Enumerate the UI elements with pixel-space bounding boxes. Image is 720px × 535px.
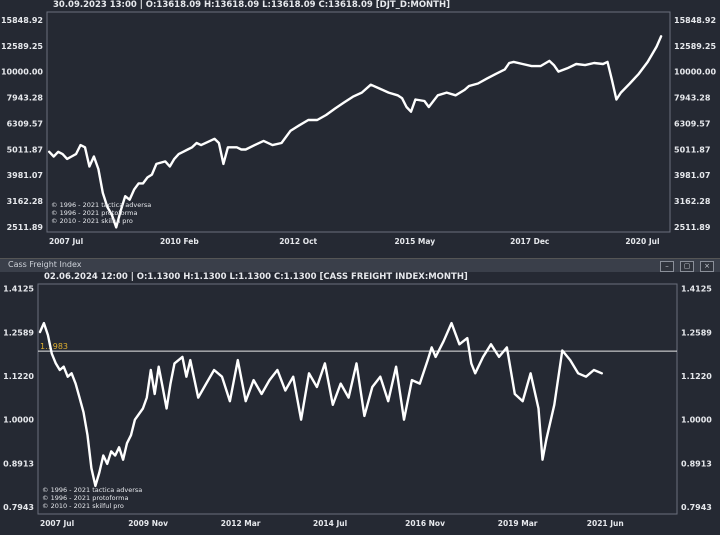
- credit-text: © 1996 - 2021 tactica adversa: [42, 486, 142, 494]
- y-tick-right: 12589.25: [674, 42, 716, 51]
- y-tick-right: 7943.28: [674, 94, 711, 103]
- y-tick-right: 1.1220: [681, 372, 712, 381]
- plot-frame: [46, 11, 671, 233]
- credit-text: © 1996 - 2021 tactica adversa: [51, 201, 151, 209]
- x-tick-label: 2010 Feb: [160, 237, 199, 246]
- y-tick-left: 1.1220: [3, 372, 34, 381]
- credit-text: © 2010 - 2021 skilful pro: [42, 502, 124, 510]
- credit-text: © 2010 - 2021 skilful pro: [51, 217, 133, 225]
- y-tick-right: 5011.87: [674, 145, 710, 154]
- y-tick-right: 15848.92: [674, 16, 716, 25]
- y-tick-right: 1.4125: [681, 285, 712, 294]
- chart-background: [0, 272, 720, 535]
- y-tick-left: 5011.87: [7, 145, 43, 154]
- credit-text: © 1996 - 2021 protoforma: [42, 494, 129, 502]
- price-line: [48, 35, 663, 229]
- y-tick-left: 15848.92: [1, 16, 43, 25]
- x-tick-label: 2015 May: [394, 237, 435, 246]
- y-tick-right: 1.0000: [681, 416, 712, 425]
- y-tick-left: 0.8913: [3, 459, 34, 468]
- y-tick-right: 10000.00: [674, 68, 716, 77]
- restore-icon[interactable]: ▢: [680, 261, 694, 272]
- y-tick-left: 0.7943: [3, 503, 34, 512]
- plot-frame: [37, 283, 678, 515]
- y-tick-right: 1.2589: [681, 328, 712, 337]
- y-tick-right: 3981.07: [674, 171, 710, 180]
- ohlc-header: 02.06.2024 12:00 | O:1.1300 H:1.1300 L:1…: [44, 272, 468, 282]
- x-tick-label: 2009 Nov: [128, 519, 168, 528]
- window-title: Cass Freight Index: [8, 260, 82, 269]
- y-tick-left: 3162.28: [7, 197, 44, 206]
- x-tick-label: 2007 Jul: [49, 237, 83, 246]
- close-icon[interactable]: ×: [700, 261, 714, 272]
- price-line: [38, 321, 603, 488]
- y-tick-right: 6309.57: [674, 119, 710, 128]
- ohlc-header: 30.09.2023 13:00 | O:13618.09 H:13618.09…: [53, 0, 450, 10]
- y-tick-right: 3162.28: [674, 197, 711, 206]
- y-tick-left: 1.4125: [3, 285, 34, 294]
- x-tick-label: 2019 Mar: [498, 519, 538, 528]
- y-tick-left: 2511.89: [7, 223, 44, 232]
- x-tick-label: 2007 Jul: [40, 519, 74, 528]
- y-tick-left: 1.2589: [3, 328, 34, 337]
- y-tick-left: 10000.00: [1, 68, 43, 77]
- x-tick-label: 2020 Jul: [625, 237, 659, 246]
- y-tick-left: 6309.57: [7, 119, 43, 128]
- x-tick-label: 2012 Oct: [279, 237, 317, 246]
- y-tick-right: 0.8913: [681, 459, 712, 468]
- y-tick-left: 3981.07: [7, 171, 43, 180]
- x-tick-label: 2016 Nov: [405, 519, 445, 528]
- x-tick-label: 2012 Mar: [221, 519, 261, 528]
- y-tick-right: 0.7943: [681, 503, 712, 512]
- x-tick-label: 2017 Dec: [510, 237, 549, 246]
- x-tick-label: 2014 Jul: [313, 519, 347, 528]
- reference-line-label: 1.1983: [40, 342, 68, 351]
- minimize-icon[interactable]: –: [660, 261, 674, 272]
- cass-freight-chart[interactable]: 02.06.2024 12:00 | O:1.1300 H:1.1300 L:1…: [0, 272, 720, 535]
- credit-text: © 1996 - 2021 protoforma: [51, 209, 138, 217]
- djt-chart[interactable]: 30.09.2023 13:00 | O:13618.09 H:13618.09…: [0, 0, 720, 258]
- y-tick-left: 1.0000: [3, 416, 34, 425]
- y-tick-right: 2511.89: [674, 223, 711, 232]
- y-tick-left: 12589.25: [1, 42, 43, 51]
- x-tick-label: 2021 Jun: [587, 519, 624, 528]
- y-tick-left: 7943.28: [7, 94, 44, 103]
- window-titlebar[interactable]: Cass Freight Index – ▢ ×: [0, 258, 720, 274]
